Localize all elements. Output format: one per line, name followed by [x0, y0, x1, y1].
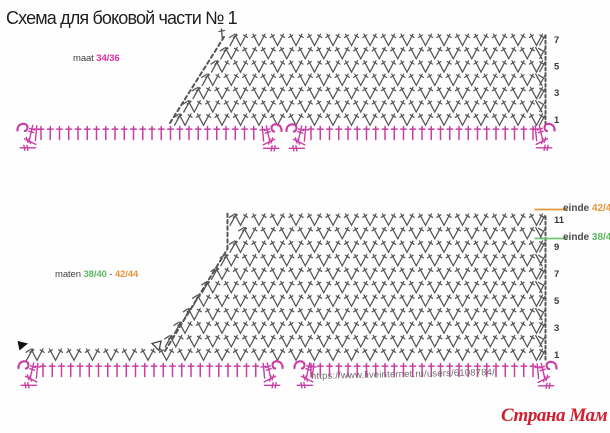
svg-text:1: 1: [554, 350, 560, 361]
svg-text:9: 9: [554, 242, 559, 253]
svg-text:11: 11: [554, 215, 565, 226]
svg-text:5: 5: [554, 62, 560, 73]
svg-text:5: 5: [554, 296, 560, 307]
svg-text:7: 7: [554, 35, 559, 46]
svg-text:3: 3: [554, 88, 559, 99]
svg-text:7: 7: [554, 269, 559, 280]
svg-text:1: 1: [554, 115, 560, 126]
svg-text:3: 3: [554, 323, 559, 334]
